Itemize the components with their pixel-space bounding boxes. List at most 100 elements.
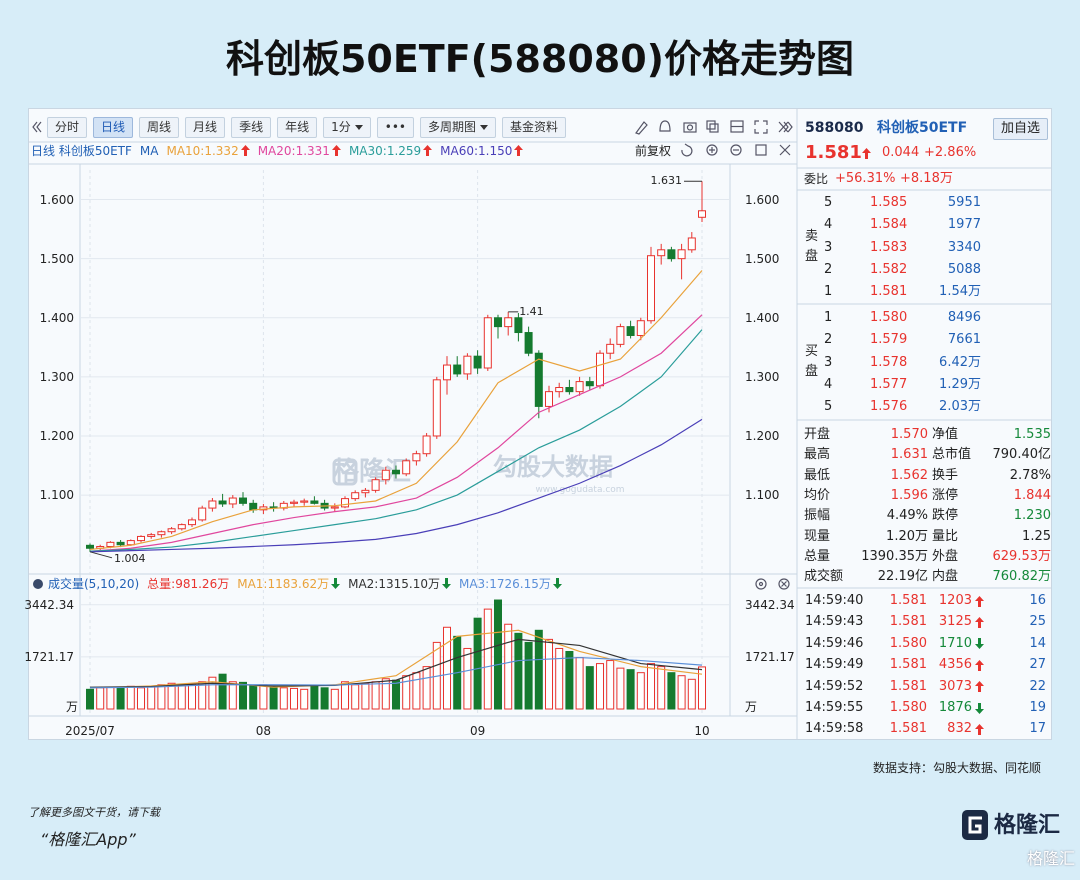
frame (28, 108, 1052, 740)
toolbar-button[interactable]: 多周期图 (419, 117, 496, 138)
stat-label: 涨停 (932, 487, 959, 503)
legend-item: MA10:1.332 (166, 143, 250, 159)
trade-count: 25 (1029, 614, 1046, 630)
legend-label: MA3:1726.15万 (458, 577, 551, 591)
y-tick-label: 1.400 (39, 310, 74, 325)
volume-bar (208, 676, 217, 710)
candle-body (534, 352, 543, 407)
toolbar-button[interactable]: 1分 (323, 117, 371, 138)
trend-arrow (331, 145, 341, 156)
volume-bar (483, 608, 492, 710)
zoom-in-icon[interactable] (709, 147, 715, 153)
volume-bar (555, 647, 564, 710)
trend-arrow (514, 145, 524, 156)
book-price: 1.585 (870, 195, 908, 210)
zoom-out-icon[interactable] (730, 144, 742, 156)
candle-body (626, 326, 635, 336)
candle-body (545, 391, 553, 407)
volume-bar (341, 681, 349, 710)
trade-volume: 1203 (938, 593, 972, 608)
candle-body (371, 479, 380, 491)
copy-icon[interactable] (709, 123, 719, 133)
toolbar-button[interactable]: 基金资料 (501, 117, 566, 138)
volume-bar (310, 684, 319, 710)
button-label: 1分 (331, 120, 351, 134)
fullscreen-icon[interactable] (754, 120, 768, 134)
zoom-in-icon[interactable] (706, 144, 718, 156)
alert-icon[interactable] (659, 120, 671, 132)
scroll-left[interactable] (32, 121, 38, 133)
book-volume: 6.42万 (939, 354, 981, 370)
candle-body (341, 498, 349, 508)
add-watchlist[interactable]: 加自选 (993, 118, 1049, 140)
close-icon[interactable] (778, 121, 789, 133)
close-icon[interactable] (779, 144, 791, 156)
adjust-mode[interactable]: 前复权 (635, 144, 672, 158)
scroll-right[interactable] (787, 121, 793, 133)
scroll-left[interactable] (36, 121, 42, 133)
legend-item: MA2:1315.10万 (348, 576, 451, 592)
candle-body (575, 381, 584, 393)
reset-icon[interactable] (681, 143, 693, 157)
volume-bar (402, 675, 411, 710)
volume-bar (504, 623, 513, 710)
toolbar-button[interactable]: 季线 (231, 117, 272, 138)
y-tick-label: 1.200 (39, 428, 74, 443)
trade-price: 1.581 (889, 614, 927, 630)
candle-body (443, 364, 451, 381)
trade-price: 1.580 (889, 700, 927, 715)
stat-label: 总市值 (932, 447, 972, 463)
book-level: 1 (824, 310, 833, 325)
y-tick-label: 1.200 (745, 428, 780, 443)
toolbar-button[interactable]: 日线 (93, 117, 134, 138)
camera-icon[interactable] (686, 124, 694, 131)
draw-icon[interactable] (635, 121, 648, 135)
trend-arrow (975, 595, 984, 607)
book-volume: 8496 (947, 310, 981, 325)
settings-icon[interactable] (755, 578, 767, 590)
camera-icon[interactable] (683, 122, 697, 133)
toolbar-button[interactable]: 分时 (47, 117, 88, 138)
trend-arrow (552, 578, 562, 589)
y-tick-label: 1.500 (745, 251, 780, 266)
scroll-right[interactable] (783, 121, 789, 133)
book-level: 2 (824, 261, 833, 277)
candle-body (330, 506, 339, 509)
button-label: 多周期图 (427, 120, 476, 134)
trade-time: 14:59:58 (805, 721, 864, 737)
toolbar-button[interactable]: ••• (376, 117, 414, 138)
button-label: 季线 (239, 120, 264, 134)
candle-body (647, 255, 655, 322)
trade-price: 1.581 (889, 657, 927, 673)
stat-label: 内盘 (932, 569, 959, 585)
title: 科创板50ETF(588080)价格走势图 (225, 37, 855, 81)
y-tick-label: 1721.17 (745, 649, 795, 664)
trade-time: 14:59:40 (805, 593, 864, 608)
toolbar-button[interactable]: 月线 (185, 117, 226, 138)
panel-icon[interactable] (755, 144, 767, 156)
candle-body (657, 249, 666, 257)
volume-bar (412, 672, 421, 710)
toolbar-button[interactable]: 周线 (139, 117, 180, 138)
volume-bar (361, 682, 370, 710)
toolbar-button[interactable]: 年线 (277, 117, 318, 138)
y-tick-label: 1.600 (39, 192, 74, 207)
x-tick-label: 09 (469, 724, 486, 738)
trade-count: 16 (1029, 593, 1046, 608)
trend-arrow (975, 616, 984, 628)
y-tick-label: 1.400 (745, 310, 780, 325)
candle-body (300, 500, 309, 503)
legend-label: MA10:1.332 (166, 144, 239, 158)
trade-count: 17 (1029, 721, 1046, 737)
volume-bar (239, 681, 247, 710)
copy-icon[interactable] (706, 120, 716, 130)
candle-body (116, 541, 125, 546)
stat-label: 净值 (932, 427, 959, 442)
trend-arrow (862, 147, 871, 159)
volume-bar (269, 685, 278, 710)
volume-bar (96, 687, 105, 710)
volume-bar (698, 666, 706, 710)
collapse-icon[interactable] (33, 579, 43, 589)
close-icon[interactable] (778, 578, 790, 590)
